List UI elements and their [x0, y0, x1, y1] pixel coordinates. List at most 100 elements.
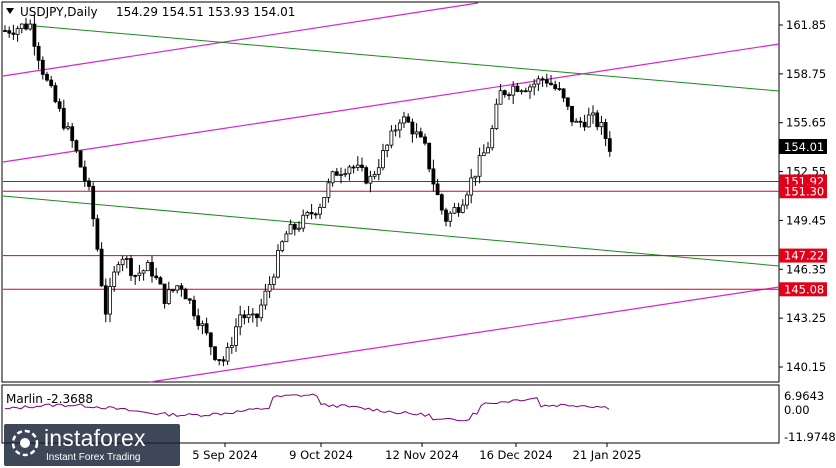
candle-body	[61, 108, 66, 129]
candle-body	[82, 166, 87, 182]
candle-body	[3, 30, 7, 32]
candle-body	[481, 152, 486, 157]
price-axis-label: 140.15	[786, 360, 826, 374]
candle-body	[297, 227, 301, 230]
horizontal-levels	[3, 181, 779, 290]
current-price-tag	[779, 139, 827, 154]
candle-body	[280, 241, 285, 251]
candle-body	[397, 122, 402, 131]
candle-body	[599, 122, 604, 128]
candle-body	[145, 262, 150, 272]
candle-body	[355, 164, 360, 168]
candle-body	[305, 212, 310, 216]
candle-body	[376, 167, 381, 175]
candle-body	[360, 164, 364, 169]
candle-body	[137, 272, 142, 276]
candle-body	[150, 262, 154, 277]
candle-body	[540, 78, 545, 81]
candle-body	[502, 90, 507, 96]
candle-body	[208, 332, 213, 348]
candle-body	[532, 83, 537, 88]
candle-body	[255, 313, 259, 319]
candle-body	[166, 289, 171, 304]
candle-body	[515, 85, 520, 92]
price-axis-label: 158.75	[786, 67, 826, 81]
oscillator-axis-label: 0.00	[784, 403, 810, 417]
candle-body	[523, 90, 528, 93]
candle-body	[595, 112, 600, 128]
channel-line-magenta	[2, 43, 780, 163]
candle-body	[74, 140, 79, 152]
instaforex-logo-icon	[11, 429, 39, 457]
candle-body	[553, 84, 558, 89]
candle-body	[200, 323, 205, 326]
candle-body	[326, 182, 331, 198]
candle-body	[574, 120, 579, 123]
candle-body	[229, 345, 234, 348]
candle-body	[494, 103, 499, 129]
candle-body	[154, 275, 159, 279]
candle-body	[187, 298, 192, 301]
candle-body	[351, 166, 356, 169]
level-tag-label: 147.22	[784, 249, 824, 263]
watermark-tagline: Instant Forex Trading	[46, 452, 141, 463]
candle-body	[267, 284, 272, 292]
candle-body	[334, 171, 339, 176]
oscillator-axis-label: -11.9748	[784, 430, 836, 444]
chart-symbol: USDJPY,Daily	[20, 5, 98, 19]
candle-body	[99, 248, 104, 287]
candle-body	[431, 168, 436, 185]
candle-body	[507, 94, 511, 97]
candle-body	[347, 166, 352, 175]
time-axis: 5 Sep 2024 9 Oct 2024 12 Nov 2024 16 Dec 20…	[192, 443, 641, 462]
candle-body	[57, 101, 62, 109]
candle-body	[259, 304, 264, 319]
candle-body	[528, 86, 532, 92]
candle-body	[45, 73, 49, 81]
level-tag-label: 151.30	[784, 184, 824, 198]
candle-body	[477, 155, 482, 177]
price-axis: 161.85158.75155.65152.55149.45146.35143.…	[779, 18, 826, 374]
candle-body	[242, 314, 247, 319]
candle-body	[234, 326, 238, 346]
price-axis-label: 149.45	[786, 213, 826, 227]
candle-body	[120, 258, 125, 266]
candle-body	[603, 122, 608, 140]
main-pane	[1, 1, 780, 383]
candle-body	[364, 167, 369, 184]
candle-body	[557, 88, 562, 90]
candle-body	[418, 131, 423, 138]
oscillator-line	[5, 393, 610, 422]
candle-body	[318, 207, 322, 215]
candle-body	[385, 144, 390, 151]
candle-body	[175, 285, 180, 291]
candle-body	[7, 30, 12, 34]
chart-ohlc: 154.29 154.51 153.93 154.01	[116, 5, 295, 19]
collapse-triangle-icon[interactable]	[6, 8, 14, 14]
watermark-name: instaforex	[44, 425, 146, 451]
candle-body	[544, 79, 549, 84]
candle-body	[570, 105, 574, 123]
oscillator-axis-label: 6.9643	[784, 389, 824, 403]
candle-body	[301, 214, 306, 229]
candle-body	[108, 286, 112, 315]
candle-body	[322, 197, 327, 208]
candle-body	[486, 147, 490, 154]
candle-body	[129, 258, 133, 276]
candle-body	[103, 285, 108, 315]
candle-body	[196, 315, 201, 326]
candle-body	[469, 177, 474, 196]
candle-body	[28, 23, 33, 30]
candle-body	[498, 90, 503, 105]
candle-body	[250, 313, 255, 316]
candle-body	[368, 175, 373, 184]
candle-body	[213, 346, 217, 360]
candle-body	[313, 213, 318, 216]
candle-body	[292, 224, 297, 230]
candle-body	[519, 90, 524, 93]
candle-body	[183, 288, 188, 300]
candle-body	[456, 207, 461, 213]
candle-body	[276, 250, 280, 278]
